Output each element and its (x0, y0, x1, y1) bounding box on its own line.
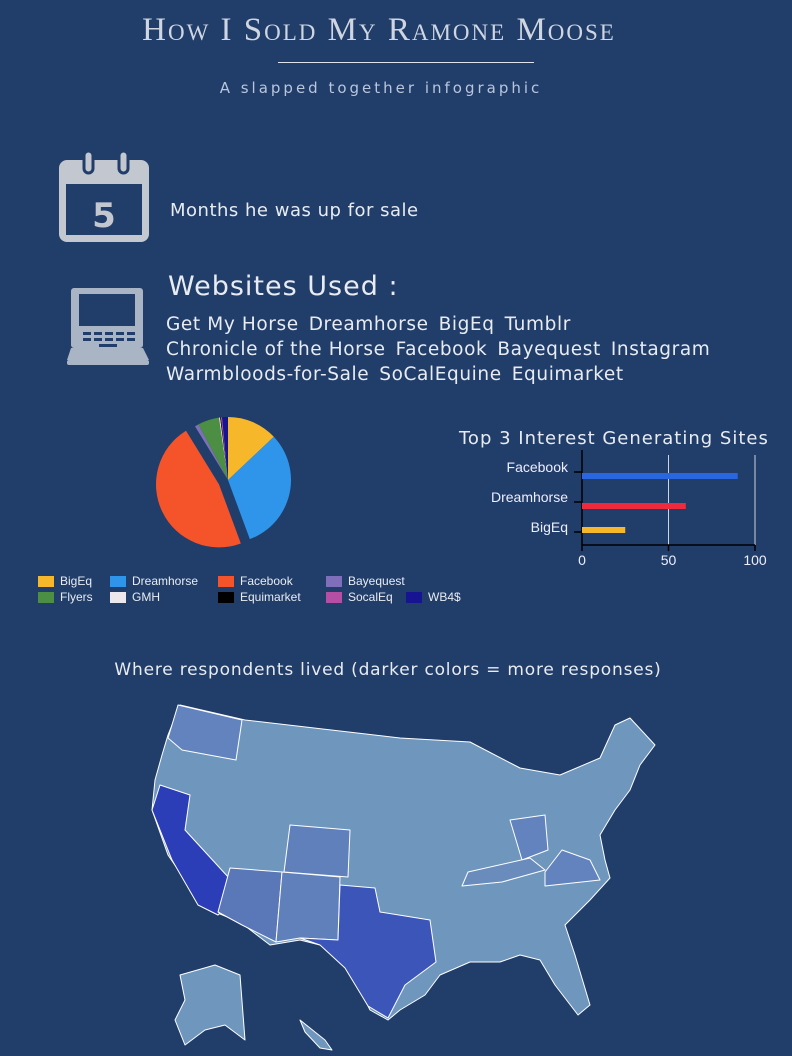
state-washington (167, 704, 243, 761)
state-arizona (217, 867, 283, 943)
title-divider (278, 62, 534, 63)
state-new-mexico (275, 871, 341, 943)
legend-row: BigEq Dreamhorse Facebook Bayequest (38, 573, 486, 589)
website-name: Dreamhorse (308, 314, 429, 335)
legend-label: BigEq (60, 574, 93, 588)
state-colorado (283, 824, 351, 878)
pie-chart (156, 417, 291, 548)
legend-label: Flyers (60, 590, 93, 604)
pie-slice-flyers (198, 417, 228, 480)
legend-swatch (406, 591, 422, 603)
websites-line: Chronicle of the Horse Facebook Bayequest I… (166, 337, 766, 362)
state-california (151, 784, 241, 916)
legend-item: Dreamhorse (110, 574, 218, 588)
legend-label: GMH (132, 590, 160, 604)
state-virginia (544, 849, 601, 887)
bar-dreamhorse (582, 503, 686, 509)
x-tick-label: 0 (578, 552, 586, 568)
x-tick-label: 100 (743, 552, 767, 568)
website-name: Equimarket (511, 364, 624, 385)
website-name: SoCalEquine (379, 364, 502, 385)
months-value: 5 (92, 196, 116, 236)
legend-item: SocalEq (326, 590, 406, 604)
legend-swatch (38, 591, 54, 603)
page-subtitle: A slapped together infographic (219, 79, 543, 97)
website-name: Warmbloods-for-Sale (166, 364, 370, 385)
websites-line: Warmbloods-for-Sale SoCalEquine Equimarket (166, 362, 766, 387)
legend-swatch (110, 591, 126, 603)
legend-label: Bayequest (348, 574, 405, 588)
pie-slice-bayequest (195, 424, 228, 480)
bar-chart: 0 50 100 Facebook Dreamhorse BigEq (491, 450, 767, 568)
legend-label: WB4$ (428, 590, 461, 604)
bar-facebook (582, 473, 738, 479)
website-name: BigEq (438, 314, 495, 335)
pie-slice-bigeq (228, 417, 274, 480)
y-tick-label: Dreamhorse (491, 489, 568, 505)
y-tick-label: Facebook (507, 459, 569, 475)
websites-list: Get My Horse Dreamhorse BigEq Tumblr Chroni… (166, 312, 766, 387)
legend-label: Dreamhorse (132, 574, 199, 588)
legend-row: Flyers GMH Equimarket SocalEq WB4$ (38, 589, 486, 605)
pie-slice-gmh (218, 417, 228, 480)
bar-chart-title: Top 3 Interest Generating Sites (459, 428, 769, 449)
laptop-icon (67, 288, 149, 365)
state-ohio (509, 814, 549, 861)
legend-item: GMH (110, 590, 218, 604)
pie-legend: BigEq Dreamhorse Facebook Bayequest Flyers GM… (38, 573, 486, 605)
legend-swatch (326, 575, 342, 587)
website-name: Chronicle of the Horse (166, 339, 386, 360)
calendar-icon: 5 (59, 150, 149, 242)
map-title: Where respondents lived (darker colors =… (114, 660, 662, 680)
legend-swatch (218, 591, 234, 603)
legend-item: Facebook (218, 574, 326, 588)
website-name: Facebook (395, 339, 488, 360)
websites-line: Get My Horse Dreamhorse BigEq Tumblr (166, 312, 766, 337)
bar-bigeq (582, 527, 626, 533)
websites-title: Websites Used : (168, 271, 399, 302)
state-texas (299, 884, 437, 1019)
legend-item: Equimarket (218, 590, 326, 604)
pie-slice-equimarket (220, 417, 228, 480)
state-hawaii (299, 1019, 333, 1051)
pie-slice-socaleq (220, 417, 228, 480)
website-name: Bayequest (497, 339, 601, 360)
state-alaska (174, 964, 246, 1046)
website-name: Get My Horse (166, 314, 299, 335)
legend-label: SocalEq (348, 590, 393, 604)
state-kentucky (461, 857, 546, 887)
legend-swatch (326, 591, 342, 603)
legend-swatch (110, 575, 126, 587)
website-name: Instagram (610, 339, 711, 360)
legend-label: Equimarket (240, 590, 301, 604)
legend-label: Facebook (240, 574, 293, 588)
us-map (151, 704, 656, 1051)
legend-swatch (218, 575, 234, 587)
legend-item: BigEq (38, 574, 110, 588)
months-label: Months he was up for sale (170, 200, 419, 221)
x-tick-label: 50 (661, 552, 677, 568)
pie-slice-dreamhorse (228, 436, 291, 540)
legend-item: WB4$ (406, 590, 486, 604)
page-title: How I Sold My Ramone Moose (142, 12, 616, 48)
legend-swatch (38, 575, 54, 587)
pie-slice-wb4 (222, 417, 228, 480)
website-name: Tumblr (504, 314, 571, 335)
legend-item: Bayequest (326, 574, 406, 588)
y-tick-label: BigEq (531, 519, 568, 535)
legend-item: Flyers (38, 590, 110, 604)
pie-slice-facebook (156, 430, 241, 548)
